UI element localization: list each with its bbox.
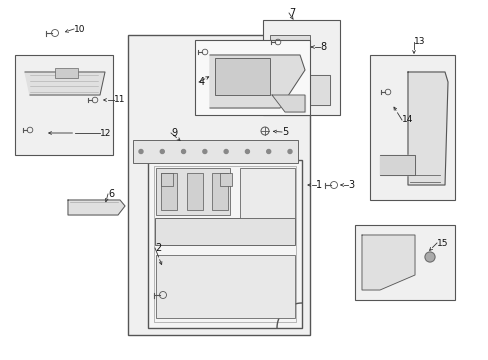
Polygon shape xyxy=(68,200,125,215)
Text: 13: 13 xyxy=(413,37,425,46)
Polygon shape xyxy=(271,65,329,105)
Bar xyxy=(240,168,294,218)
Circle shape xyxy=(287,149,291,153)
Polygon shape xyxy=(271,95,305,112)
Circle shape xyxy=(245,149,249,153)
Text: 4: 4 xyxy=(199,77,204,87)
Bar xyxy=(155,218,294,245)
Text: 12: 12 xyxy=(100,129,111,138)
Bar xyxy=(15,55,113,155)
Bar xyxy=(55,68,78,78)
Circle shape xyxy=(160,149,164,153)
Bar xyxy=(220,173,231,186)
Bar xyxy=(133,140,297,163)
Text: 1: 1 xyxy=(315,180,322,190)
Bar xyxy=(186,173,202,210)
Text: 14: 14 xyxy=(401,116,412,125)
Text: 5: 5 xyxy=(282,127,287,137)
Text: 10: 10 xyxy=(74,24,85,33)
Text: 2: 2 xyxy=(155,243,161,253)
Polygon shape xyxy=(407,72,447,185)
Bar xyxy=(354,225,454,300)
Text: 11: 11 xyxy=(114,95,125,104)
Bar xyxy=(369,55,454,200)
Circle shape xyxy=(224,149,228,153)
Text: 15: 15 xyxy=(436,238,447,248)
Bar xyxy=(161,173,173,186)
Circle shape xyxy=(139,149,142,153)
Bar xyxy=(263,20,339,115)
Bar xyxy=(212,173,227,210)
Text: 7: 7 xyxy=(288,8,295,18)
Bar xyxy=(195,40,309,115)
Circle shape xyxy=(424,252,434,262)
Bar xyxy=(269,35,309,58)
Text: 3: 3 xyxy=(347,180,353,190)
Bar xyxy=(156,255,294,318)
Bar xyxy=(128,35,309,335)
Bar xyxy=(215,58,269,95)
Bar xyxy=(161,173,177,210)
Polygon shape xyxy=(209,55,305,108)
Text: 8: 8 xyxy=(319,42,325,52)
Circle shape xyxy=(266,149,270,153)
Circle shape xyxy=(203,149,206,153)
Text: 9: 9 xyxy=(171,128,177,138)
Bar xyxy=(148,160,302,328)
Bar xyxy=(156,168,229,215)
Polygon shape xyxy=(379,155,414,175)
Circle shape xyxy=(181,149,185,153)
Polygon shape xyxy=(361,235,414,290)
Text: 6: 6 xyxy=(108,189,114,199)
Bar xyxy=(154,166,295,322)
Polygon shape xyxy=(25,72,105,95)
